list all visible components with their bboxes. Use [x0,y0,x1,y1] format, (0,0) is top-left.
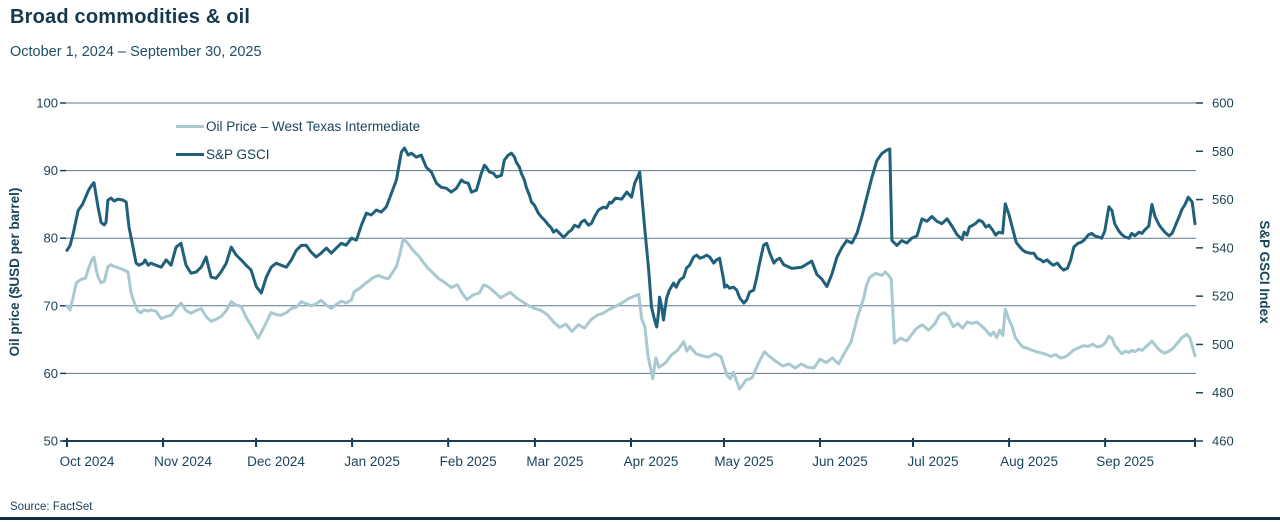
legend-item-oil: Oil Price – West Texas Intermediate [176,112,420,140]
right-tick-label: 460 [1212,434,1234,449]
right-tick-label: 560 [1212,192,1234,207]
source-note: Source: FactSet [10,501,93,513]
left-tick-label: 60 [44,366,58,381]
left-tick-label: 90 [44,163,58,178]
right-tick-label: 480 [1212,385,1234,400]
month-tick-label: Apr 2025 [624,454,679,469]
month-tick-label: Mar 2025 [526,454,583,469]
gsci-series-swatch [176,152,204,156]
month-tick-label: Dec 2024 [247,454,305,469]
left-tick-label: 70 [44,298,58,313]
right-tick-label: 500 [1212,337,1234,352]
left-tick-label: 100 [36,96,58,111]
month-tick-label: Jun 2025 [812,454,868,469]
right-axis-title: S&P GSCI Index [1257,220,1272,324]
left-tick-label: 50 [44,434,58,449]
right-tick-label: 540 [1212,240,1234,255]
date-range-subtitle: October 1, 2024 – September 30, 2025 [10,44,262,60]
right-tick-label: 580 [1212,144,1234,159]
bottom-divider [0,517,1280,520]
month-tick-label: Jul 2025 [907,454,958,469]
left-tick-label: 80 [44,231,58,246]
legend-label-oil: Oil Price – West Texas Intermediate [206,118,421,134]
legend-item-gsci: S&P GSCI [176,140,420,168]
oil-price-line [65,237,1197,391]
page-title: Broad commodities & oil [10,6,251,28]
month-tick-label: Feb 2025 [440,454,497,469]
month-tick-label: Oct 2024 [60,454,115,469]
legend-label-gsci: S&P GSCI [206,146,270,162]
left-axis-title: Oil price ($USD per barrel) [7,187,22,357]
right-tick-label: 520 [1212,289,1234,304]
chart-legend: Oil Price – West Texas Intermediate S&P … [176,112,420,168]
right-tick-label: 600 [1212,96,1234,111]
month-tick-label: Aug 2025 [1000,454,1058,469]
oil-series-swatch [176,124,204,128]
month-tick-label: Nov 2024 [154,454,212,469]
month-tick-label: May 2025 [714,454,773,469]
gsci-line [65,146,1197,329]
month-tick-label: Sep 2025 [1096,454,1154,469]
month-tick-label: Jan 2025 [344,454,400,469]
